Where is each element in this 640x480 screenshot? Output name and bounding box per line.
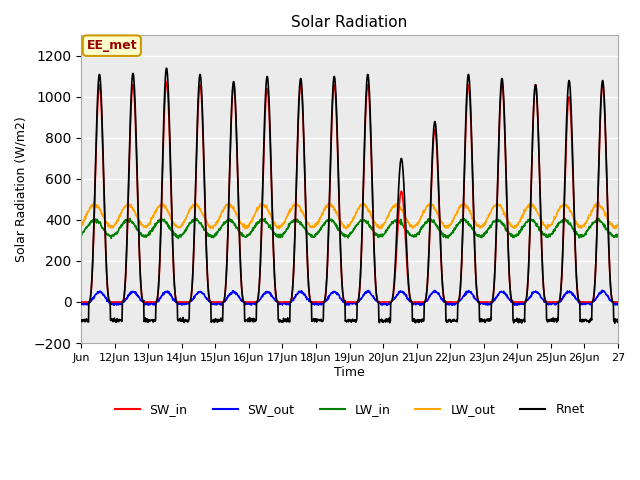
SW_out [607, 298, 615, 303]
LW_out [543, 227, 551, 232]
LW_in [607, 232, 615, 238]
LW_in [175, 236, 182, 241]
LW_out [325, 201, 333, 207]
Rnet [77, 317, 85, 323]
Rnet [555, 299, 563, 305]
LW_in [161, 219, 169, 225]
LW_in [326, 217, 333, 223]
Rnet [476, 319, 484, 325]
SW_out [555, 299, 563, 305]
Rnet [611, 320, 619, 326]
SW_in [476, 299, 484, 305]
SW_out [325, 293, 333, 299]
Rnet [614, 319, 621, 325]
LW_out [614, 222, 621, 228]
Text: EE_met: EE_met [86, 39, 137, 52]
Legend: SW_in, SW_out, LW_in, LW_out, Rnet: SW_in, SW_out, LW_in, LW_out, Rnet [109, 398, 589, 421]
SW_in [163, 79, 170, 84]
SW_in [325, 207, 333, 213]
LW_out [476, 224, 483, 230]
X-axis label: Time: Time [334, 365, 365, 379]
LW_out [607, 222, 615, 228]
SW_in [161, 94, 169, 99]
SW_in [614, 299, 621, 305]
Line: SW_in: SW_in [81, 82, 618, 302]
SW_in [77, 299, 85, 305]
LW_in [555, 219, 563, 225]
Line: Rnet: Rnet [81, 68, 618, 323]
SW_out [476, 301, 484, 307]
Line: LW_out: LW_out [81, 202, 618, 229]
SW_out [614, 302, 621, 308]
LW_out [555, 208, 563, 214]
LW_out [595, 199, 602, 205]
Rnet [325, 204, 333, 209]
SW_out [335, 292, 343, 298]
Line: SW_out: SW_out [81, 290, 618, 305]
SW_out [598, 288, 606, 293]
Rnet [335, 208, 343, 214]
LW_in [191, 215, 198, 220]
SW_out [161, 290, 169, 296]
SW_in [335, 211, 343, 217]
LW_in [77, 233, 85, 239]
LW_in [476, 233, 484, 239]
LW_in [614, 232, 621, 238]
LW_in [336, 227, 344, 232]
Title: Solar Radiation: Solar Radiation [291, 15, 408, 30]
LW_out [77, 223, 85, 228]
Line: LW_in: LW_in [81, 217, 618, 239]
LW_out [161, 204, 169, 209]
SW_out [77, 300, 85, 305]
SW_in [607, 288, 615, 294]
SW_out [416, 302, 424, 308]
LW_out [335, 216, 343, 221]
Rnet [607, 288, 615, 294]
Y-axis label: Solar Radiation (W/m2): Solar Radiation (W/m2) [15, 116, 28, 262]
Rnet [163, 65, 170, 71]
SW_in [555, 299, 563, 305]
Rnet [161, 82, 169, 87]
